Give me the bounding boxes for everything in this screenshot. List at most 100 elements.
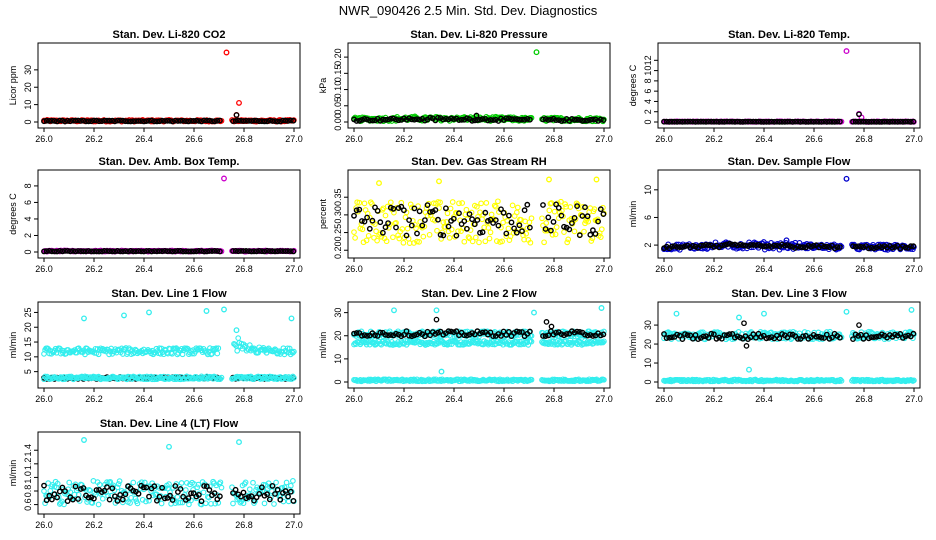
data-point <box>371 234 377 241</box>
data-point <box>666 118 673 125</box>
data-point <box>671 118 678 125</box>
data-point <box>491 202 498 209</box>
data-point <box>112 248 118 255</box>
x-tick-label: 26.4 <box>445 134 463 144</box>
x-tick-label: 26.8 <box>545 394 563 404</box>
data-point <box>590 333 596 339</box>
data-point <box>41 118 47 125</box>
data-point <box>700 118 707 125</box>
data-point <box>216 117 223 124</box>
data-point <box>584 332 591 339</box>
data-point <box>753 118 759 125</box>
data-point <box>478 200 484 207</box>
x-tick-label: 26.8 <box>235 394 253 404</box>
data-point <box>411 116 418 123</box>
data-point <box>747 242 754 248</box>
data-point <box>729 241 736 248</box>
data-point <box>519 329 525 335</box>
data-point <box>852 118 859 125</box>
data-point <box>907 118 914 125</box>
data-point <box>182 346 189 353</box>
data-point <box>104 248 110 254</box>
data-point <box>784 118 791 125</box>
data-point <box>114 484 121 491</box>
data-point <box>253 248 260 255</box>
data-point <box>51 248 58 255</box>
data-point <box>62 488 68 494</box>
data-point <box>721 332 728 338</box>
data-point <box>800 118 806 125</box>
data-point <box>288 348 295 355</box>
y-axis-label: ml/min <box>318 332 328 359</box>
panel-title: Stan. Dev. Sample Flow <box>728 156 851 168</box>
data-point <box>143 248 150 254</box>
data-point <box>256 118 263 125</box>
data-point <box>521 207 528 214</box>
data-point <box>164 248 171 255</box>
data-point <box>181 345 188 352</box>
data-point <box>479 116 486 122</box>
data-point <box>734 242 741 249</box>
data-point <box>889 118 896 125</box>
data-point <box>106 351 112 358</box>
outlier-point <box>221 306 227 313</box>
x-tick-label: 26.8 <box>855 134 873 144</box>
data-point <box>140 118 147 125</box>
data-point <box>674 244 680 250</box>
data-point <box>551 208 558 215</box>
data-point <box>198 498 205 505</box>
data-point <box>98 248 105 255</box>
data-point <box>871 118 877 125</box>
x-tick-label: 26.2 <box>705 134 723 144</box>
data-point <box>264 491 270 498</box>
data-point <box>351 330 357 337</box>
data-point <box>465 234 472 240</box>
panel-9: Stan. Dev. Line 3 Flow 26.0 26.2 26.4 26.6 26… <box>628 288 923 404</box>
data-point <box>387 332 394 338</box>
data-point <box>821 118 827 125</box>
data-point <box>747 118 754 125</box>
data-point <box>159 484 166 491</box>
data-point <box>584 215 590 222</box>
panel-1: Stan. Dev. Li-820 CO2 26.0 26.2 26.4 26.6 26.… <box>8 29 303 144</box>
data-point <box>543 220 550 226</box>
data-point <box>910 118 917 125</box>
data-point <box>539 215 545 222</box>
data-point <box>808 243 814 250</box>
x-tick-label: 26.8 <box>235 520 253 530</box>
data-point <box>404 225 411 232</box>
data-point <box>67 118 74 125</box>
data-point <box>101 487 108 494</box>
data-point <box>729 118 736 125</box>
data-point <box>361 200 368 207</box>
data-point <box>190 490 197 497</box>
y-tick-label: 1.0 <box>23 471 33 484</box>
data-point <box>64 247 71 254</box>
data-point <box>837 376 844 383</box>
y-tick-label: 10 <box>23 352 33 362</box>
data-point <box>763 335 770 342</box>
data-point <box>705 118 712 125</box>
data-point <box>75 496 82 502</box>
data-point <box>54 118 60 125</box>
data-point <box>600 211 607 218</box>
data-point <box>858 118 864 125</box>
panel-2: Stan. Dev. Li-820 Pressure 26.0 26.2 26.4 26… <box>318 29 613 144</box>
data-point <box>558 212 565 219</box>
data-point <box>213 345 220 352</box>
data-point <box>80 485 87 491</box>
data-point <box>218 374 225 381</box>
data-point <box>500 209 507 216</box>
data-point <box>600 117 607 124</box>
data-point <box>711 331 717 338</box>
data-point <box>351 212 357 219</box>
data-point <box>174 494 181 500</box>
data-point <box>207 483 213 490</box>
data-point <box>287 248 294 255</box>
data-point <box>96 481 103 488</box>
data-point <box>413 225 419 232</box>
data-point <box>168 349 174 356</box>
panel-title: Stan. Dev. Amb. Box Temp. <box>99 156 240 168</box>
y-tick-label: 0 <box>23 249 33 254</box>
data-point <box>459 200 466 206</box>
